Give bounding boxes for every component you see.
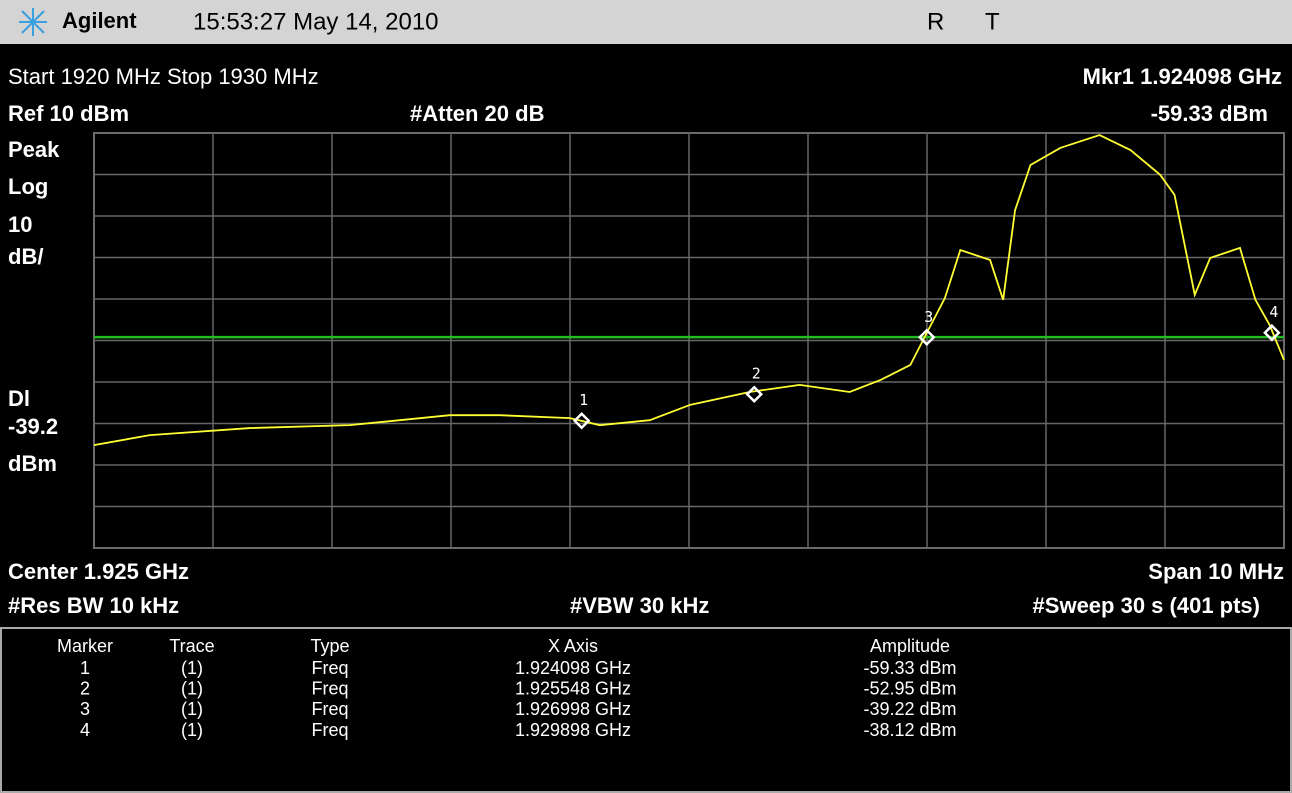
column-header: X Axis bbox=[548, 636, 598, 656]
scale: Log bbox=[8, 174, 48, 199]
status: T bbox=[985, 8, 1000, 35]
table-cell: 1.929898 GHz bbox=[515, 720, 631, 740]
header-bar bbox=[0, 0, 1292, 44]
table-cell: (1) bbox=[181, 658, 203, 678]
detector: Peak bbox=[8, 137, 60, 162]
table-cell: Freq bbox=[311, 720, 348, 740]
table-cell: 4 bbox=[80, 720, 90, 740]
table-cell: (1) bbox=[181, 678, 203, 698]
table-cell: (1) bbox=[181, 699, 203, 719]
marker-amp: -59.33 dBm bbox=[1151, 101, 1268, 126]
vbw: #VBW 30 kHz bbox=[570, 593, 709, 618]
status: R bbox=[927, 8, 944, 35]
table-frame bbox=[0, 627, 1292, 793]
table-cell: Freq bbox=[311, 699, 348, 719]
marker bbox=[572, 411, 591, 430]
marker-label: 4 bbox=[1269, 303, 1278, 321]
center: Center 1.925 GHz bbox=[8, 559, 189, 584]
sweep: #Sweep 30 s (401 pts) bbox=[1033, 593, 1260, 618]
trace bbox=[93, 134, 1285, 446]
brand: Agilent bbox=[62, 8, 137, 33]
table-cell: 1.925548 GHz bbox=[515, 678, 631, 698]
table-cell: 1.926998 GHz bbox=[515, 699, 631, 719]
table-cell: Freq bbox=[311, 658, 348, 678]
rbw: #Res BW 10 kHz bbox=[8, 593, 179, 618]
marker-label: 1 bbox=[579, 391, 588, 409]
atten: #Atten 20 dB bbox=[410, 101, 544, 126]
table-cell: 3 bbox=[80, 699, 90, 719]
table-cell: 1.924098 GHz bbox=[515, 658, 631, 678]
per-div: 10 bbox=[8, 212, 32, 237]
span: Span 10 MHz bbox=[1148, 559, 1284, 584]
logo bbox=[19, 8, 47, 36]
table-cell: 1 bbox=[80, 658, 90, 678]
table-cell: Freq bbox=[311, 678, 348, 698]
table-cell: -38.12 dBm bbox=[863, 720, 956, 740]
span-range: Start 1920 MHz Stop 1930 MHz bbox=[8, 64, 319, 89]
ref-level: Ref 10 dBm bbox=[8, 101, 129, 126]
table-cell: -39.22 dBm bbox=[863, 699, 956, 719]
marker-label: 2 bbox=[752, 365, 761, 383]
marker bbox=[917, 328, 936, 347]
column-header: Trace bbox=[169, 636, 214, 656]
marker-label: 3 bbox=[924, 308, 933, 326]
marker-freq: Mkr1 1.924098 GHz bbox=[1083, 64, 1282, 89]
column-header: Marker bbox=[57, 636, 113, 656]
display-line-label: Dl bbox=[8, 386, 30, 411]
table-cell: 2 bbox=[80, 678, 90, 698]
display-value: -39.2 bbox=[8, 414, 58, 439]
column-header: Amplitude bbox=[870, 636, 950, 656]
table-cell: (1) bbox=[181, 720, 203, 740]
datetime: 15:53:27 May 14, 2010 bbox=[193, 8, 439, 35]
marker-table: Marker Trace Type X Axis Amplitude 1 (1) Freq 1.… bbox=[57, 636, 957, 740]
per-div-unit: dB/ bbox=[8, 244, 43, 269]
column-header: Type bbox=[310, 636, 349, 656]
plot: 1 2 3 4 bbox=[93, 132, 1285, 549]
table-cell: -59.33 dBm bbox=[863, 658, 956, 678]
display-unit: dBm bbox=[8, 451, 57, 476]
marker bbox=[745, 385, 763, 404]
table-cell: -52.95 dBm bbox=[863, 678, 956, 698]
marker bbox=[1263, 323, 1281, 342]
